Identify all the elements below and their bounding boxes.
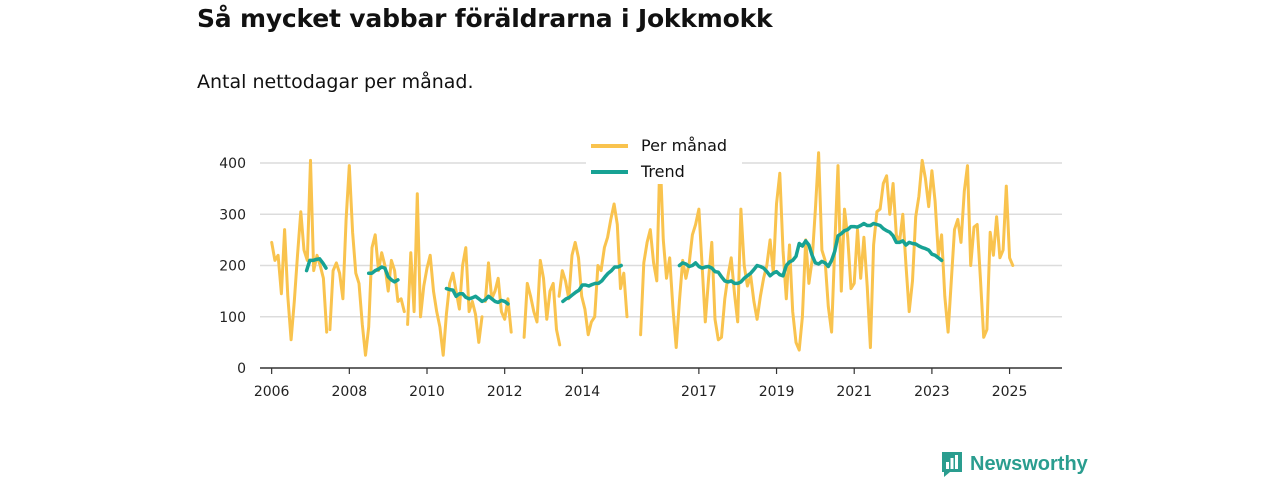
series-per-manad-line (483, 261, 513, 334)
x-tick-label: 2017 (681, 384, 717, 400)
y-axis-ticks: 0 100 200 300 400 (219, 156, 246, 377)
y-tick-label: 0 (237, 361, 246, 377)
y-tick-label: 200 (219, 259, 246, 275)
series-trend-line (677, 221, 944, 286)
series-per-manad-line (406, 192, 484, 357)
series-per-manad-line (522, 258, 562, 347)
x-tick-label: 2014 (565, 384, 601, 400)
legend-label-per-manad: Per månad (641, 136, 727, 155)
series-trend-line (366, 265, 400, 284)
bar-chart-icon (942, 452, 962, 477)
series-per-manad-line (639, 151, 1015, 352)
series-trend-line (444, 286, 510, 306)
legend-label-trend: Trend (640, 162, 685, 181)
series-lines (270, 151, 1015, 357)
chart-title: Så mycket vabbar föräldrarna i Jokkmokk (197, 4, 773, 33)
series-per-manad-line (270, 158, 329, 342)
x-tick-label: 2019 (759, 384, 795, 400)
series-per-manad-line (557, 202, 629, 337)
x-tick-label: 2025 (992, 384, 1028, 400)
y-tick-label: 100 (219, 310, 246, 326)
series-trend-line (304, 257, 328, 273)
x-tick-label: 2008 (332, 384, 368, 400)
series-per-manad-line (328, 164, 406, 357)
y-tick-label: 300 (219, 207, 246, 223)
x-tick-label: 2010 (409, 384, 445, 400)
chart-subtitle: Antal nettodagar per månad. (197, 71, 474, 93)
x-tick-label: 2006 (254, 384, 290, 400)
y-tick-label: 400 (219, 156, 246, 172)
brand-name: Newsworthy (970, 452, 1088, 475)
newsworthy-logo: Newsworthy (940, 450, 1088, 478)
series-trend-line (561, 263, 623, 304)
x-tick-label: 2021 (836, 384, 872, 400)
legend-background (586, 134, 742, 184)
x-tick-label: 2012 (487, 384, 523, 400)
x-tick-label: 2023 (914, 384, 950, 400)
x-axis-ticks: 2006 2008 2010 2012 2014 2017 2019 2021 2023 2025 (254, 368, 1028, 400)
legend: Per månad Trend (586, 134, 742, 184)
